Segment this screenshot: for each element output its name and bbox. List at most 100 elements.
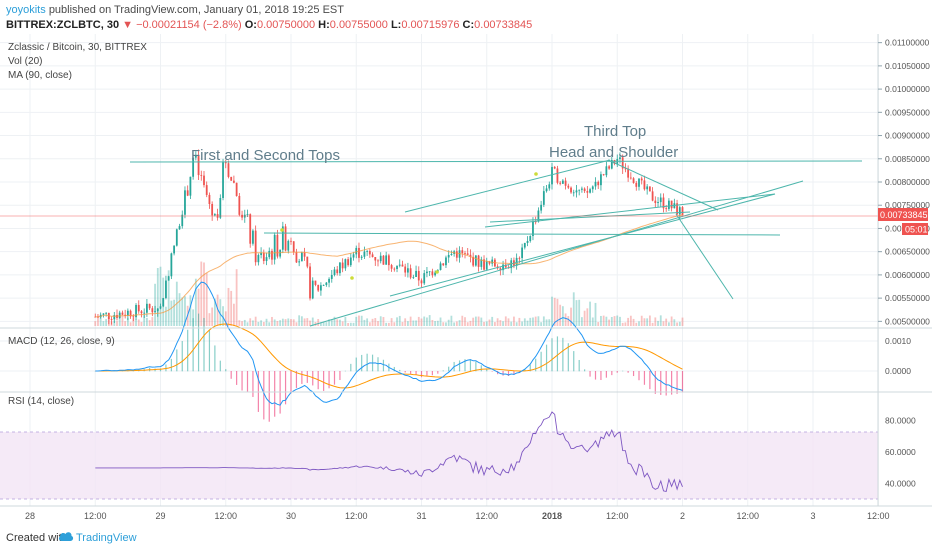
macd-histogram-bar: [502, 371, 504, 376]
candle-body: [676, 203, 678, 215]
candle-body: [192, 157, 195, 177]
candle-body: [363, 251, 366, 257]
volume-bar: [485, 321, 488, 326]
macd-histogram-bar: [611, 371, 613, 376]
candle-body: [159, 306, 162, 309]
candle-body: [532, 221, 534, 237]
volume-bar: [491, 316, 494, 326]
volume-bar: [300, 316, 303, 326]
volume-bar: [529, 317, 532, 326]
candle-body: [600, 174, 602, 186]
macd-histogram-bar: [431, 371, 433, 376]
symbol-label[interactable]: BITTREX:ZCLBTC, 30: [6, 19, 120, 31]
volume-bar: [659, 315, 662, 326]
volume-bar: [213, 298, 216, 326]
candle-body: [502, 264, 504, 271]
close-value: 0.00733845: [474, 19, 533, 31]
author-link[interactable]: yoyokits: [6, 4, 46, 16]
candle-body: [407, 268, 409, 273]
macd-histogram-bar: [420, 371, 423, 378]
price-tick-label: 0.00850000: [885, 154, 930, 164]
candle-body: [105, 312, 108, 314]
macd-histogram-bar: [328, 371, 330, 389]
volume-bar: [298, 315, 301, 326]
volume-bar: [178, 293, 181, 326]
volume-bar: [597, 322, 600, 326]
candle-body: [341, 262, 344, 269]
trading-chart[interactable]: Zclassic / Bitcoin, 30, BITTREX Vol (20)…: [0, 34, 932, 526]
volume-bar: [548, 319, 551, 326]
macd-histogram-bar: [578, 359, 580, 372]
candle-body: [320, 285, 322, 291]
macd-histogram-bar: [284, 371, 287, 405]
candle-body: [409, 268, 412, 278]
volume-bar: [578, 299, 581, 326]
volume-bar: [230, 290, 233, 326]
created-with-text: Created with: [6, 532, 68, 544]
candle-body: [246, 214, 249, 215]
volume-bar: [347, 322, 349, 326]
volume-bar: [551, 296, 553, 326]
macd-histogram-bar: [399, 369, 401, 372]
volume-bar: [295, 322, 298, 326]
tradingview-brand[interactable]: TradingView: [76, 532, 137, 544]
candle-body: [222, 162, 224, 199]
candle-body: [428, 271, 431, 273]
close-label: C:: [462, 19, 475, 31]
macd-histogram-bar: [545, 344, 548, 372]
candle-body: [360, 256, 363, 258]
volume-bar: [227, 287, 230, 326]
candle-body: [632, 178, 635, 183]
volume-bar: [591, 317, 594, 326]
volume-bar: [224, 311, 227, 326]
volume-bar: [575, 300, 578, 326]
macd-histogram-bar: [594, 371, 597, 380]
macd-histogram-bar: [350, 363, 352, 372]
candle-body: [681, 207, 684, 216]
candle-body: [431, 271, 434, 276]
volume-bar: [143, 315, 146, 326]
price-tick-label: 0.00750000: [885, 200, 930, 210]
price-tick-label: 0.00950000: [885, 107, 930, 117]
candle-body: [358, 247, 360, 258]
volume-bar: [262, 322, 265, 326]
volume-bar: [417, 316, 420, 326]
candle-body: [205, 185, 208, 195]
macd-histogram-bar: [181, 341, 183, 372]
macd-line: [95, 281, 683, 406]
price-tick-label: 0.01100000: [885, 38, 930, 48]
volume-bar: [665, 318, 668, 326]
trend-lines[interactable]: [129, 159, 863, 327]
macd-histogram-bar: [214, 345, 216, 372]
wedge-lower-line: [389, 193, 776, 297]
candle-body: [273, 234, 276, 260]
candle-body: [426, 271, 428, 274]
macd-histogram-bar: [676, 371, 678, 394]
neckline: [263, 232, 781, 236]
candle-body: [561, 180, 564, 184]
volume-bar: [341, 321, 344, 326]
candle-body: [175, 229, 178, 246]
macd-histogram-bar: [627, 371, 629, 373]
candle-body: [238, 195, 241, 215]
volume-bar: [363, 319, 366, 326]
candle-body: [521, 247, 523, 258]
macd-histogram-bar: [192, 318, 194, 372]
macd-histogram-bar: [480, 365, 482, 372]
volume-bar: [589, 301, 591, 326]
macd-histogram-bar: [366, 353, 368, 372]
macd-histogram-bar: [649, 371, 651, 390]
macd-histogram-bar: [469, 359, 472, 372]
candle-body: [412, 276, 415, 278]
candle-body: [336, 269, 339, 274]
volume-bar: [249, 318, 252, 326]
volume-bar: [203, 262, 205, 326]
time-axis[interactable]: 28 12:00 29 12:00 30 12:00 31 12:00 2018 12:00 2 12…: [25, 511, 890, 521]
volume-bar: [368, 322, 371, 326]
candle-body: [648, 186, 651, 192]
candle-body: [113, 315, 116, 320]
price-axis[interactable]: 0.01100000 0.01050000 0.01000000 0.00950000…: [878, 38, 930, 489]
candle-body: [570, 187, 572, 193]
macd-histogram-bar: [219, 360, 221, 372]
volume-bar: [559, 304, 562, 326]
